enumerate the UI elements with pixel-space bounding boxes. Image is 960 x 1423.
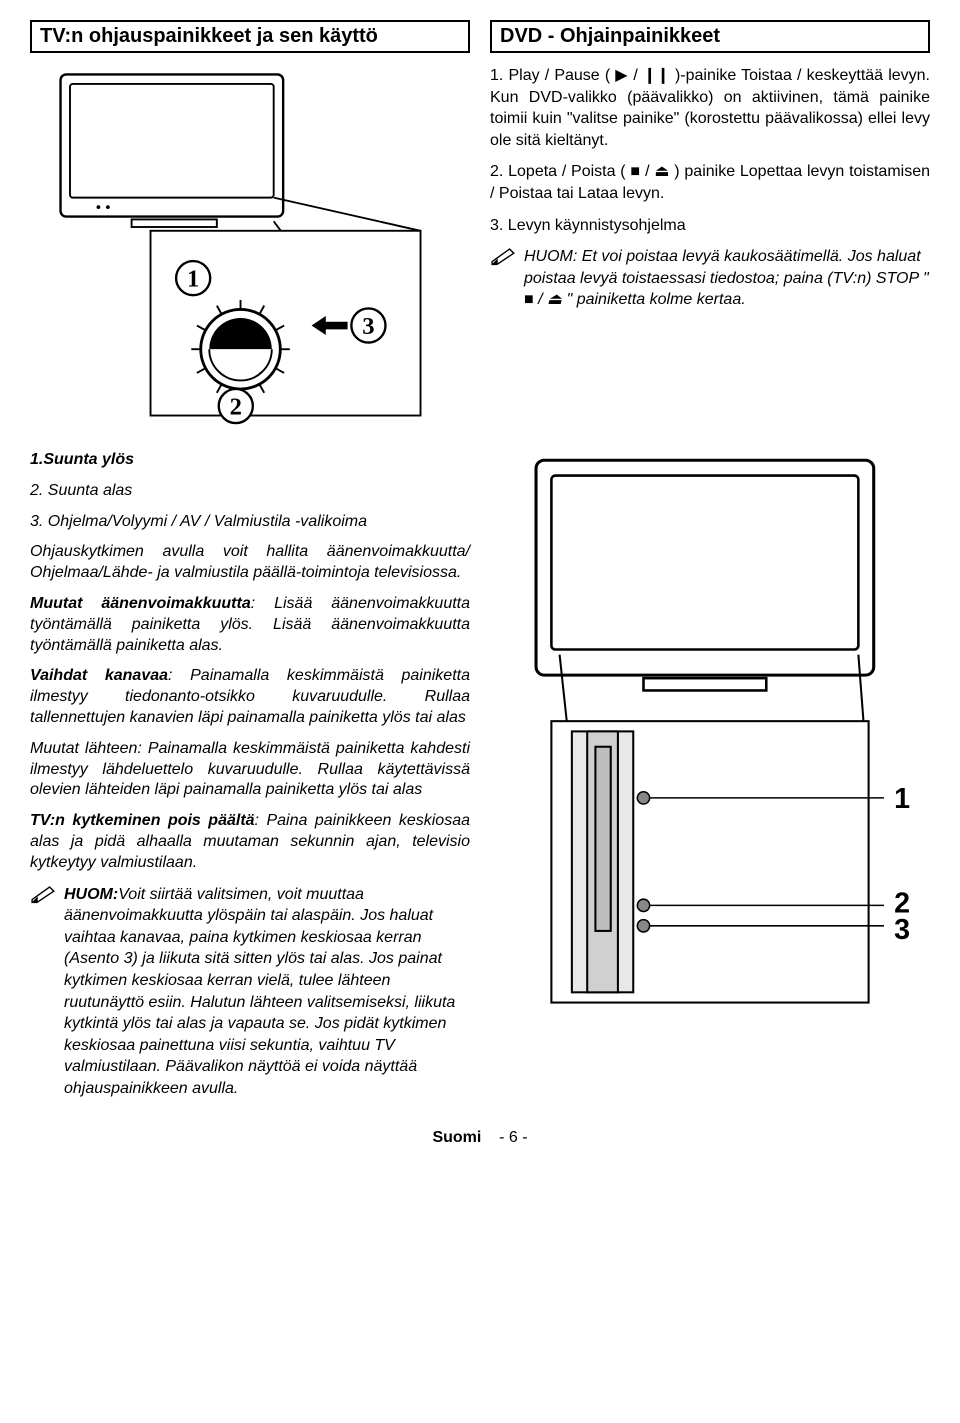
diagram1-num3: 3 <box>362 313 374 340</box>
ctrl-p3: Vaihdat kanavaa: Painamalla keskimmäistä… <box>30 666 470 728</box>
tv-control-diagram: 1 2 3 <box>30 65 470 425</box>
ctrl-p5: TV:n kytkeminen pois päältä: Paina paini… <box>30 811 470 873</box>
ctrl-p4: Muutat lähteen: Painamalla keskimmäistä … <box>30 739 470 801</box>
ctrl-p2: Muutat äänenvoimakkuutta: Lisää äänenvoi… <box>30 594 470 656</box>
dvd-controls-title: DVD - Ohjainpainikkeet <box>490 20 930 53</box>
ctrl-line1: 1.Suunta ylös <box>30 450 470 471</box>
note-icon <box>30 884 58 911</box>
dvd-item-3: 3. Levyn käynnistysohjelma <box>490 215 930 237</box>
diagram2-num1: 1 <box>894 783 910 815</box>
tv-side-diagram: 1 2 3 <box>490 450 930 1099</box>
tv-controls-title: TV:n ohjauspainikkeet ja sen käyttö <box>30 20 470 53</box>
dvd-note: HUOM: Et voi poistaa levyä kaukosäätimel… <box>490 246 930 311</box>
ctrl-p1: Ohjauskytkimen avulla voit hallita äänen… <box>30 542 470 584</box>
page-footer: Suomi - 6 - <box>30 1129 930 1147</box>
diagram1-num1: 1 <box>187 266 199 293</box>
footer-page: - 6 - <box>499 1129 527 1146</box>
note-icon <box>490 246 518 273</box>
ctrl-line2: 2. Suunta alas <box>30 481 470 502</box>
ctrl-line3: 3. Ohjelma/Volyymi / AV / Valmiustila -v… <box>30 512 470 533</box>
dvd-item-1: 1. Play / Pause ( ▶ / ❙❙ )-painike Toist… <box>490 65 930 151</box>
footer-language: Suomi <box>432 1129 481 1146</box>
diagram2-num3: 3 <box>894 914 910 946</box>
dvd-item-2: 2. Lopeta / Poista ( ■ / ⏏ ) painike Lop… <box>490 161 930 204</box>
ctrl-note: HUOM:Voit siirtää valitsimen, voit muutt… <box>30 884 470 1100</box>
diagram1-num2: 2 <box>230 394 242 421</box>
